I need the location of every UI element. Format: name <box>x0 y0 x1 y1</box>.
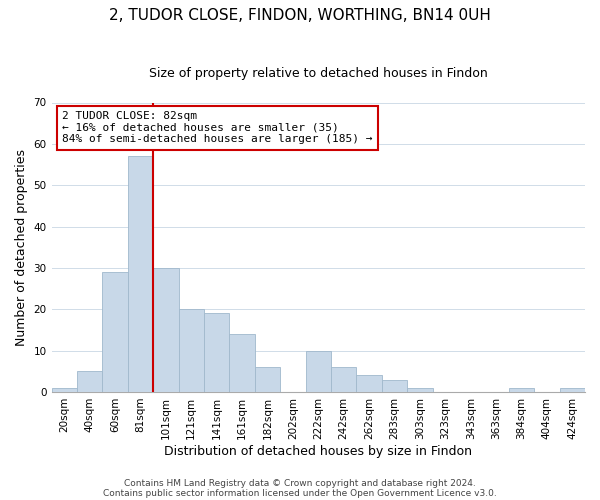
X-axis label: Distribution of detached houses by size in Findon: Distribution of detached houses by size … <box>164 444 472 458</box>
Text: Contains public sector information licensed under the Open Government Licence v3: Contains public sector information licen… <box>103 488 497 498</box>
Bar <box>255 367 280 392</box>
Text: Contains HM Land Registry data © Crown copyright and database right 2024.: Contains HM Land Registry data © Crown c… <box>124 478 476 488</box>
Bar <box>407 388 433 392</box>
Bar <box>509 388 534 392</box>
Text: 2 TUDOR CLOSE: 82sqm
← 16% of detached houses are smaller (35)
84% of semi-detac: 2 TUDOR CLOSE: 82sqm ← 16% of detached h… <box>62 111 373 144</box>
Text: 2, TUDOR CLOSE, FINDON, WORTHING, BN14 0UH: 2, TUDOR CLOSE, FINDON, WORTHING, BN14 0… <box>109 8 491 22</box>
Bar <box>204 314 229 392</box>
Bar <box>153 268 179 392</box>
Bar <box>305 350 331 392</box>
Bar <box>560 388 585 392</box>
Bar <box>229 334 255 392</box>
Bar <box>128 156 153 392</box>
Bar <box>356 376 382 392</box>
Bar <box>52 388 77 392</box>
Bar <box>331 367 356 392</box>
Bar <box>77 372 103 392</box>
Y-axis label: Number of detached properties: Number of detached properties <box>15 148 28 346</box>
Title: Size of property relative to detached houses in Findon: Size of property relative to detached ho… <box>149 68 488 80</box>
Bar <box>103 272 128 392</box>
Bar <box>382 380 407 392</box>
Bar <box>179 310 204 392</box>
